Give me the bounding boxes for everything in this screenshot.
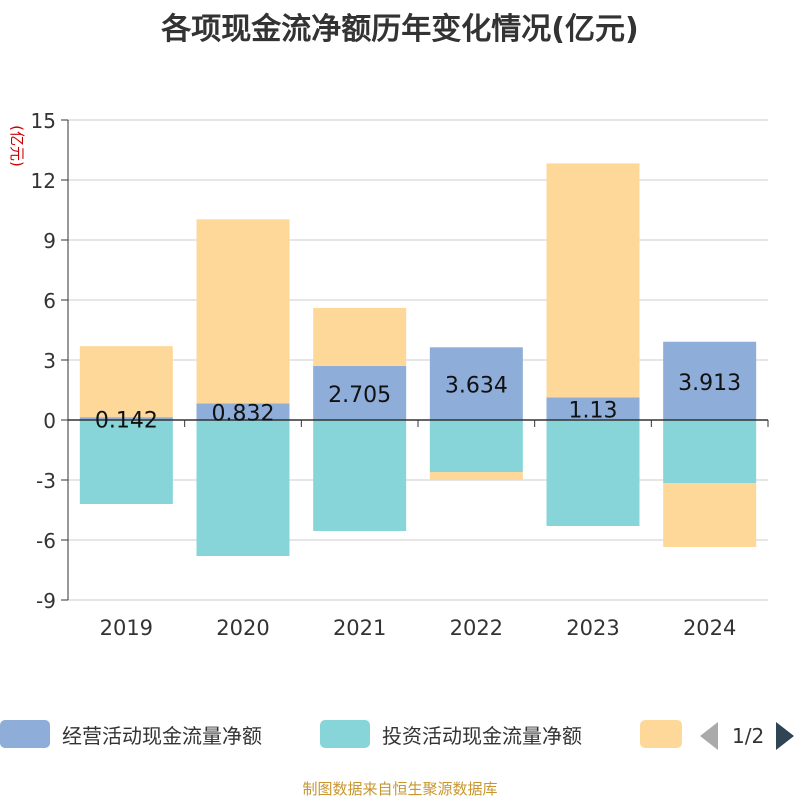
grid-lines [68, 119, 768, 601]
legend: 经营活动现金流量净额 投资活动现金流量净额 1/2 [0, 715, 800, 755]
pager-next-icon[interactable] [776, 722, 795, 750]
axes: 15 12 9 6 3 0 -3 -6 -9 2019 2020 2021 2022 2023 2024 [31, 109, 769, 640]
legend-swatch-investing [320, 720, 370, 748]
bar-series-2[interactable] [429, 420, 523, 472]
data-label: 3.634 [445, 374, 508, 399]
data-label: 0.832 [212, 402, 275, 427]
y-axis-title: (亿元) [8, 125, 26, 167]
x-tick-label: 2023 [566, 616, 619, 640]
legend-label-operating: 经营活动现金流量净额 [62, 723, 262, 748]
legend-item-investing[interactable]: 投资活动现金流量净额 [320, 715, 582, 753]
y-tick-label: 0 [43, 409, 56, 433]
bar-series-2[interactable] [79, 420, 173, 504]
bar-series-1[interactable] [79, 417, 173, 420]
y-tick-label: 3 [43, 349, 56, 373]
bar-series-1[interactable] [313, 365, 407, 420]
y-tick-label: 12 [31, 169, 56, 193]
x-tick-label: 2020 [216, 616, 269, 640]
y-tick-label: 15 [31, 109, 56, 133]
bar-series-2[interactable] [546, 420, 640, 526]
y-tick-label: -3 [36, 469, 56, 493]
y-tick-label: 9 [43, 229, 56, 253]
bar-series-3[interactable] [546, 163, 640, 398]
data-label: 0.142 [95, 409, 158, 434]
y-tick-label: -6 [36, 529, 56, 553]
source-note: 制图数据来自恒生聚源数据库 [302, 780, 498, 798]
data-label: 3.913 [678, 371, 741, 396]
y-tick-label: 6 [43, 289, 56, 313]
data-label: 2.705 [328, 383, 391, 408]
pager-page-indicator: 1/2 [732, 724, 765, 748]
bars [79, 163, 757, 556]
bar-series-2[interactable] [663, 420, 757, 483]
legend-swatch-operating [0, 720, 50, 748]
bar-series-3[interactable] [429, 472, 523, 480]
y-tick-label: -9 [36, 589, 56, 613]
legend-label-investing: 投资活动现金流量净额 [382, 723, 582, 748]
bar-series-3[interactable] [313, 307, 407, 366]
bar-series-1[interactable] [196, 403, 290, 420]
bar-series-3[interactable] [196, 219, 290, 404]
pager-prev-icon[interactable] [700, 722, 718, 750]
legend-pager: 1/2 [700, 721, 795, 751]
bar-series-1[interactable] [429, 347, 523, 420]
legend-item-financing[interactable] [640, 715, 682, 753]
bar-series-2[interactable] [313, 420, 407, 531]
bar-series-2[interactable] [196, 420, 290, 556]
x-tick-label: 2019 [100, 616, 153, 640]
data-label: 1.13 [569, 399, 618, 424]
legend-item-operating[interactable]: 经营活动现金流量净额 [0, 715, 262, 753]
x-tick-label: 2024 [683, 616, 736, 640]
bar-series-3[interactable] [79, 346, 173, 418]
chart-title: 各项现金流净额历年变化情况(亿元) [161, 12, 639, 47]
bar-series-3[interactable] [663, 483, 757, 547]
data-labels: 0.142 0.832 2.705 3.634 1.13 3.913 [95, 371, 741, 434]
x-tick-label: 2022 [450, 616, 503, 640]
x-tick-label: 2021 [333, 616, 386, 640]
legend-swatch-financing [640, 720, 682, 748]
bar-series-1[interactable] [546, 397, 640, 420]
bar-series-1[interactable] [663, 341, 757, 420]
